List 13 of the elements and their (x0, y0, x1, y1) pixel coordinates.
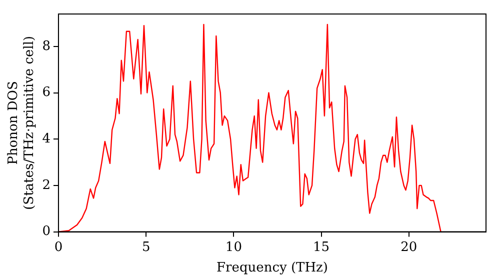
y-tick-label: 2 (42, 178, 50, 193)
x-tick-label: 5 (142, 240, 150, 255)
x-tick-label: 20 (400, 240, 418, 255)
x-tick-label: 10 (225, 240, 242, 255)
y-tick-label: 4 (42, 131, 50, 146)
y-tick-label: 6 (42, 85, 50, 100)
y-tick-label: 0 (42, 224, 50, 240)
x-tick-label: 0 (54, 240, 63, 255)
x-tick-label: 15 (313, 240, 330, 255)
text: (States/THz·primitive cell) (22, 36, 37, 210)
y-tick-label: 8 (42, 38, 50, 54)
text: Phonon DOS (6, 81, 22, 165)
x-axis-title: Frequency (THz) (216, 260, 328, 276)
